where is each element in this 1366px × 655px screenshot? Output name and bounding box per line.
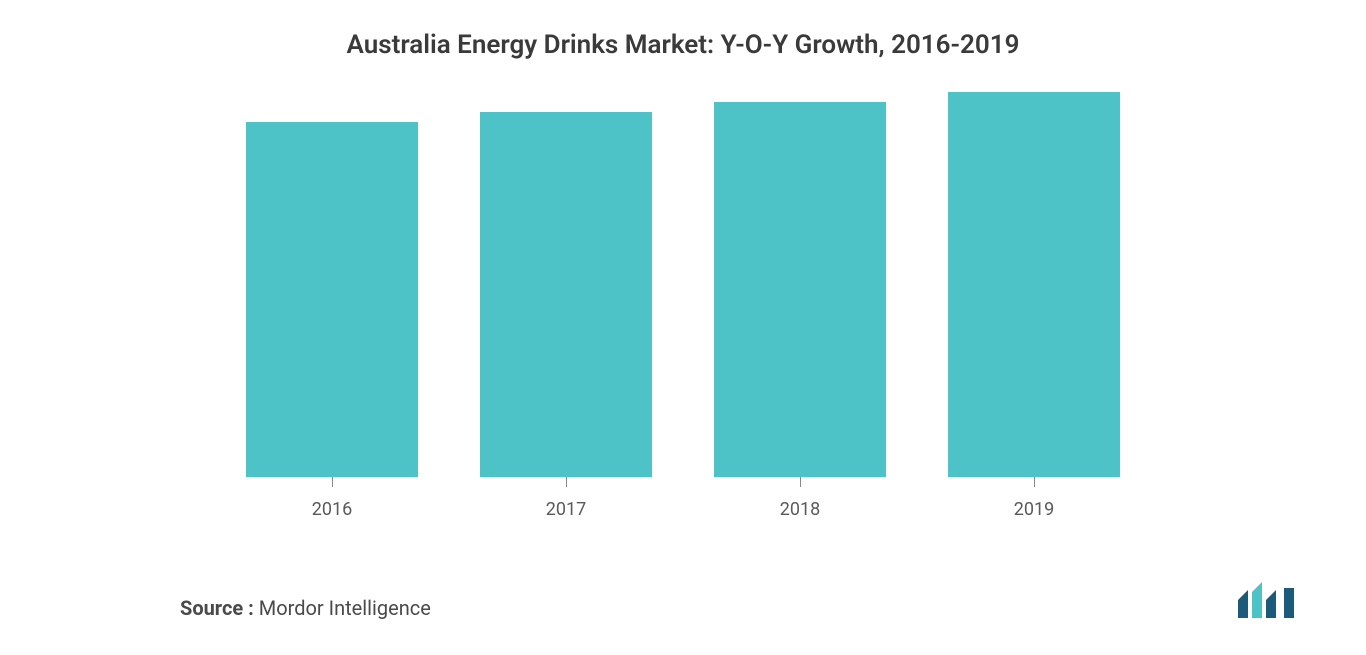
footer: Source : Mordor Intelligence	[180, 580, 1306, 620]
bar-2019	[948, 92, 1120, 477]
bar-label-2016: 2016	[312, 499, 352, 520]
source-value: Mordor Intelligence	[259, 596, 431, 620]
bar-2018	[714, 102, 886, 477]
bar-2016	[246, 122, 418, 477]
logo-icon	[1236, 580, 1306, 620]
bar-2017	[480, 112, 652, 477]
bar-group-2017: 2017	[480, 112, 652, 520]
tick-2018	[800, 477, 801, 487]
chart-container: Australia Energy Drinks Market: Y-O-Y Gr…	[0, 0, 1366, 655]
bar-label-2017: 2017	[546, 499, 586, 520]
bars-area: 2016 2017 2018 2019	[60, 120, 1306, 520]
bar-group-2018: 2018	[714, 102, 886, 520]
source-label: Source :	[180, 596, 259, 620]
chart-title: Australia Energy Drinks Market: Y-O-Y Gr…	[60, 30, 1306, 60]
bar-group-2016: 2016	[246, 122, 418, 520]
bar-label-2018: 2018	[780, 499, 820, 520]
tick-2017	[566, 477, 567, 487]
bar-group-2019: 2019	[948, 92, 1120, 520]
bar-label-2019: 2019	[1014, 499, 1054, 520]
tick-2019	[1034, 477, 1035, 487]
mordor-logo	[1236, 580, 1306, 620]
tick-2016	[332, 477, 333, 487]
source-text: Source : Mordor Intelligence	[180, 596, 431, 620]
